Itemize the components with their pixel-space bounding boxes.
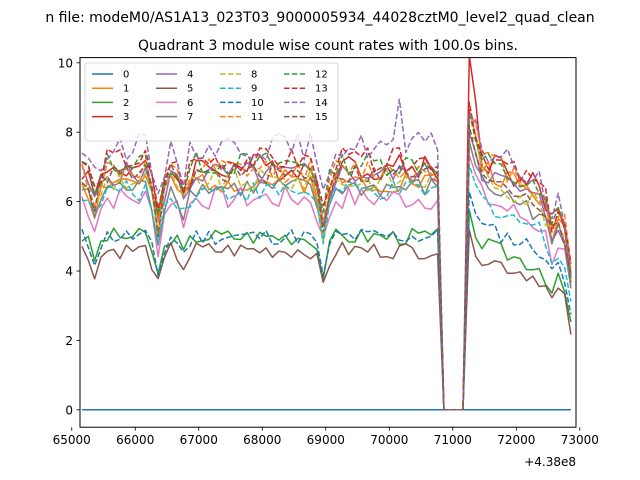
y-tick-label: 10 [58, 56, 73, 70]
x-axis: 65000 66000 67000 68000 69000 70000 71000 72000… [53, 427, 599, 447]
y-tick-label: 8 [65, 126, 73, 140]
legend-label-2: 2 [123, 98, 129, 109]
legend-label-5: 5 [187, 84, 193, 95]
y-tick-label: 6 [65, 195, 73, 209]
x-tick-label: 65000 [53, 433, 91, 447]
series-line-9 [81, 164, 572, 411]
legend-label-3: 3 [123, 112, 129, 123]
legend-label-7: 7 [187, 112, 193, 123]
x-tick-label: 66000 [116, 433, 154, 447]
series-line-4 [81, 132, 572, 411]
series-line-15 [81, 124, 572, 411]
x-tick-label: 71000 [434, 433, 472, 447]
legend-label-13: 13 [315, 84, 328, 95]
x-tick-label: 68000 [243, 433, 281, 447]
legend-box [84, 62, 339, 142]
y-axis: 0 2 4 6 8 10 [58, 56, 80, 417]
series-line-13 [81, 101, 572, 411]
legend-label-12: 12 [315, 70, 328, 81]
series-line-5 [81, 229, 572, 411]
legend-label-0: 0 [123, 70, 129, 81]
legend-label-4: 4 [187, 70, 193, 81]
x-tick-label: 69000 [307, 433, 345, 447]
x-offset-text: +4.38e8 [524, 455, 576, 469]
y-tick-label: 2 [65, 334, 73, 348]
plot-area [79, 57, 577, 428]
legend-label-6: 6 [187, 98, 193, 109]
y-tick-label: 4 [65, 265, 73, 279]
legend-label-14: 14 [315, 98, 328, 109]
legend-label-8: 8 [251, 70, 257, 81]
x-tick-label: 70000 [370, 433, 408, 447]
chart-title: Quadrant 3 module wise count rates with … [138, 38, 518, 54]
x-tick-label: 73000 [561, 433, 599, 447]
axes-frame [79, 57, 577, 428]
series-line-10 [81, 191, 572, 411]
legend-label-10: 10 [251, 98, 264, 109]
legend-label-11: 11 [251, 112, 264, 123]
series-lines [81, 57, 572, 411]
x-tick-label: 72000 [497, 433, 535, 447]
x-tick-label: 67000 [180, 433, 218, 447]
legend-label-15: 15 [315, 112, 328, 123]
figure-suptitle: n file: modeM0/AS1A13_023T03_9000005934_… [45, 10, 594, 26]
legend-label-1: 1 [123, 84, 129, 95]
y-tick-label: 0 [65, 403, 73, 417]
legend-label-9: 9 [251, 84, 257, 95]
